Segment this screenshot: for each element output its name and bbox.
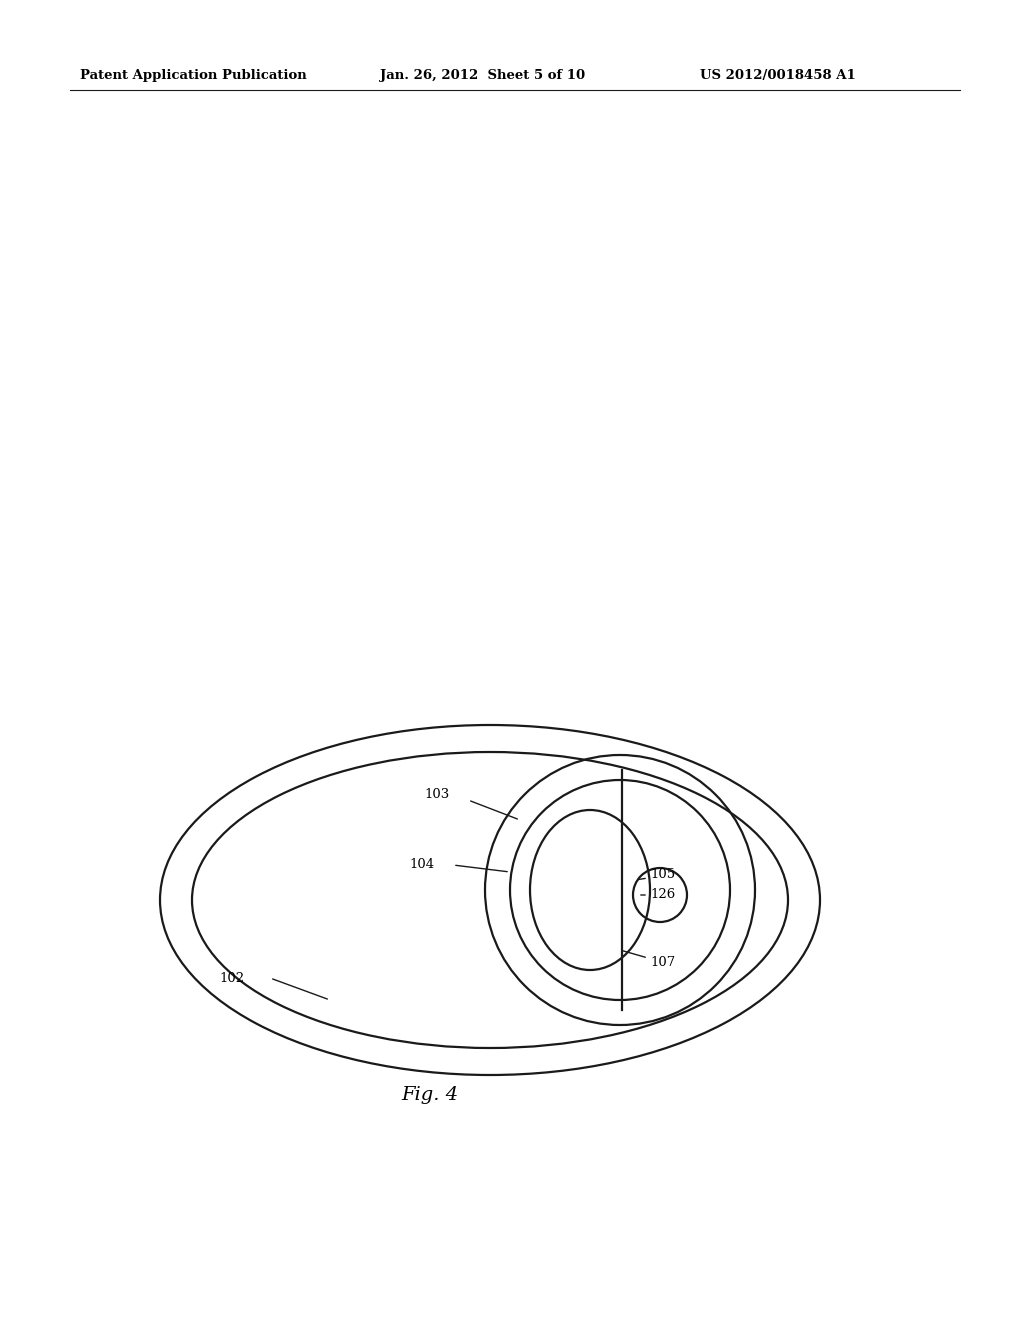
Text: Fig. 4: Fig. 4 [401,1086,459,1104]
Text: 126: 126 [650,888,675,902]
Text: 105: 105 [650,869,675,882]
Text: Patent Application Publication: Patent Application Publication [80,69,307,82]
Text: 104: 104 [410,858,435,871]
Text: Jan. 26, 2012  Sheet 5 of 10: Jan. 26, 2012 Sheet 5 of 10 [380,69,585,82]
Text: 103: 103 [425,788,450,801]
Text: 107: 107 [650,957,675,969]
Text: US 2012/0018458 A1: US 2012/0018458 A1 [700,69,856,82]
Text: 102: 102 [220,972,245,985]
